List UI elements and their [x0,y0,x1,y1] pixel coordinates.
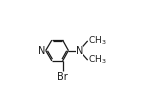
Text: CH$_3$: CH$_3$ [88,35,107,47]
Text: CH$_3$: CH$_3$ [88,54,107,66]
Text: N: N [75,46,83,56]
Text: Br: Br [57,72,68,82]
Text: N: N [38,46,45,56]
